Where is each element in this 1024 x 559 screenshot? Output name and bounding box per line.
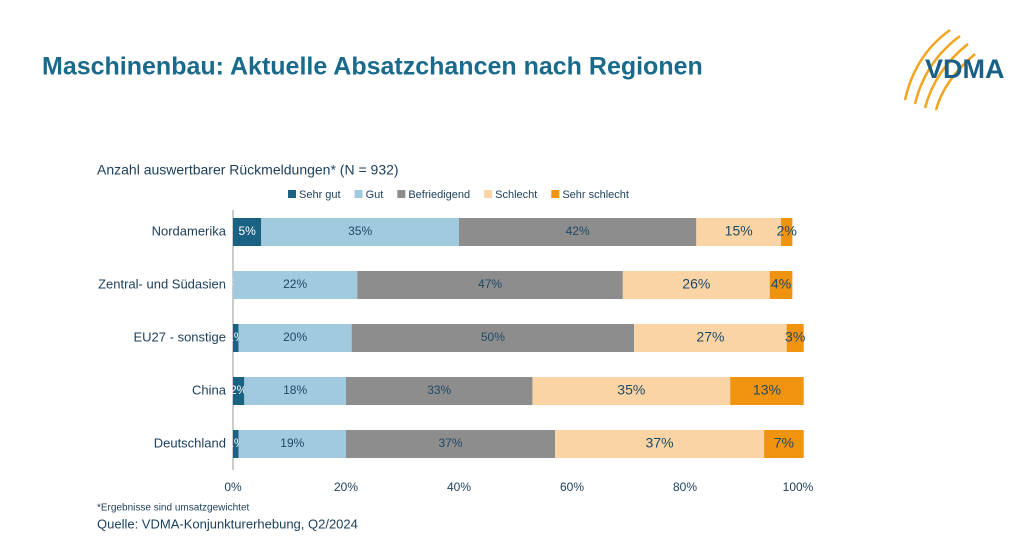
bar-segment: [357, 271, 623, 299]
bar-segment: [233, 324, 239, 352]
x-tick-label: 100%: [783, 480, 814, 494]
logo-text: VDMA: [925, 54, 1005, 84]
bar-segment: [696, 218, 782, 246]
x-tick-label: 60%: [560, 480, 584, 494]
value-label: 37%: [439, 436, 463, 450]
legend-swatch: [484, 190, 493, 198]
bar-segment: [634, 324, 787, 352]
bar-segment: [244, 377, 346, 405]
value-label: 15%: [725, 223, 753, 239]
legend-swatch: [551, 190, 560, 198]
value-label: 19%: [280, 436, 304, 450]
bar-segment: [555, 430, 765, 458]
value-label: 26%: [682, 276, 710, 292]
bar-segment: [730, 377, 804, 405]
value-label: 3%: [785, 329, 805, 345]
category-label: Zentral- und Südasien: [98, 276, 226, 291]
bar-segment: [351, 324, 635, 352]
logo-arc: [923, 43, 969, 109]
bar-segment: [238, 430, 346, 458]
legend-swatch: [354, 190, 363, 198]
x-tick-label: 40%: [447, 480, 471, 494]
legend-label: Befriedigend: [408, 189, 470, 201]
logo: VDMA: [903, 28, 1005, 111]
value-label: 42%: [566, 224, 590, 238]
bar-segment: [459, 218, 697, 246]
value-label: 20%: [283, 330, 307, 344]
bar-segment: [346, 377, 533, 405]
x-tick-label: 20%: [334, 480, 358, 494]
value-label: 37%: [646, 435, 674, 451]
value-label: 22%: [283, 277, 307, 291]
category-label: EU27 - sonstige: [134, 329, 227, 344]
legend-label: Schlecht: [495, 189, 537, 201]
category-label: Nordamerika: [152, 223, 227, 238]
bar-segment: [238, 324, 352, 352]
bar-segment: [233, 271, 358, 299]
value-label: 2%: [230, 383, 248, 397]
value-label: 35%: [348, 224, 372, 238]
value-label: 27%: [696, 329, 724, 345]
bar-segment: [233, 377, 245, 405]
value-label: 13%: [753, 382, 781, 398]
category-label: China: [192, 382, 227, 397]
bar-segment: [233, 218, 262, 246]
bar-segment: [781, 218, 793, 246]
bar-segment: [532, 377, 731, 405]
source: Quelle: VDMA-Konjunkturerhebung, Q2/2024: [97, 516, 358, 531]
bar-segment: [769, 271, 793, 299]
value-label: 35%: [617, 382, 645, 398]
legend-label: Sehr schlecht: [562, 189, 629, 201]
bar-segment: [622, 271, 770, 299]
logo-arc: [913, 34, 961, 105]
value-label: 33%: [427, 383, 451, 397]
bar-segment: [233, 430, 239, 458]
category-label: Deutschland: [154, 435, 226, 450]
value-label: 2%: [777, 223, 797, 239]
value-label: 18%: [283, 383, 307, 397]
bar-segment: [764, 430, 804, 458]
value-label: 5%: [238, 224, 256, 238]
x-tick-label: 80%: [673, 480, 697, 494]
x-tick-label: 0%: [224, 480, 242, 494]
legend-swatch: [288, 190, 296, 198]
legend-label: Gut: [366, 189, 384, 201]
bar-segment: [346, 430, 556, 458]
bar-segment: [261, 218, 459, 246]
value-label: 47%: [478, 277, 502, 291]
logo-arc: [934, 53, 976, 111]
bar-segment: [786, 324, 804, 352]
value-label: 4%: [771, 276, 791, 292]
value-label: 7%: [774, 435, 794, 451]
legend-label: Sehr gut: [299, 189, 341, 201]
legend-swatch: [397, 190, 406, 198]
footnote: *Ergebnisse sind umsatzgewichtet: [97, 503, 250, 514]
value-label: 50%: [481, 330, 505, 344]
logo-arc: [903, 28, 951, 101]
slide-title: Maschinenbau: Aktuelle Absatzchancen nac…: [42, 53, 703, 81]
chart-subtitle: Anzahl auswertbarer Rückmeldungen* (N = …: [97, 162, 399, 178]
